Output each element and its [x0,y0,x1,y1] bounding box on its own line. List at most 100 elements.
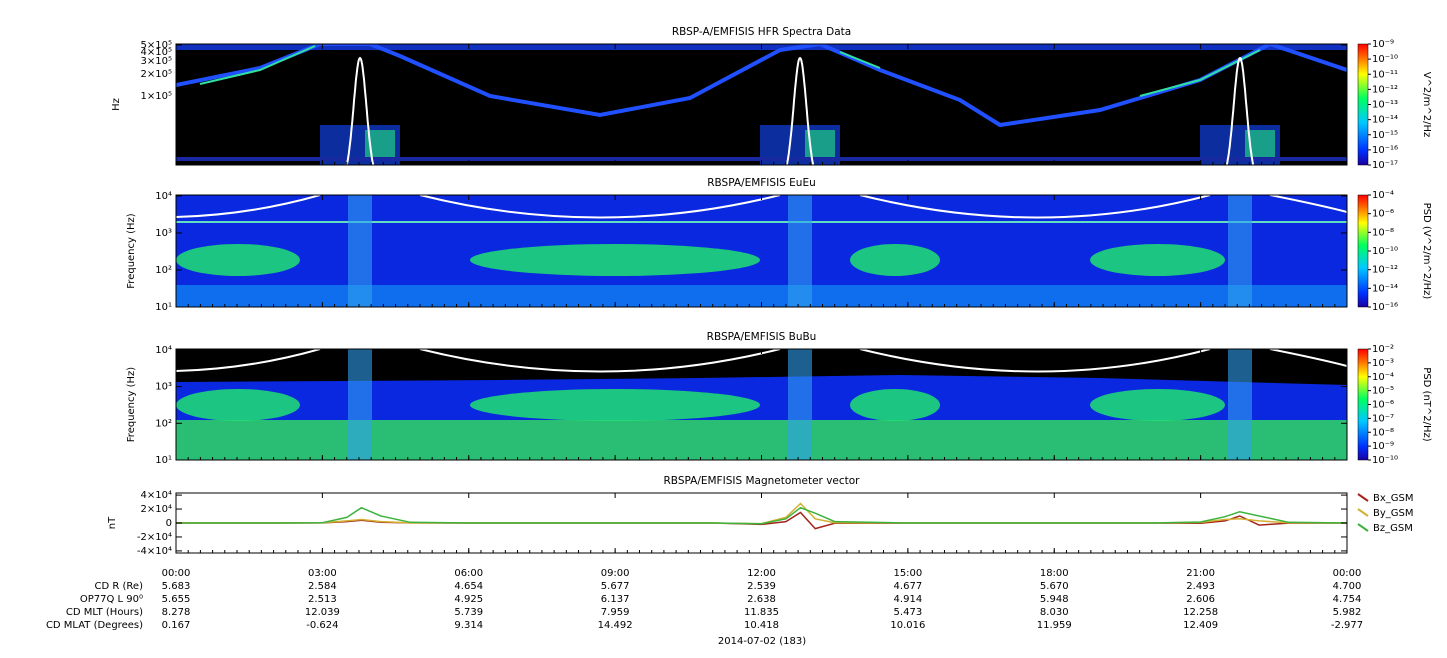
ephemeris-value: 14.492 [598,620,633,631]
chorus-band [470,244,760,276]
emission [348,349,372,460]
cyclotron-curve [345,56,375,165]
ephemeris-value: 5.739 [454,607,483,618]
colorbar-tick-label: 10⁻¹⁶ [1372,302,1398,313]
ephemeris-value: 2.606 [1186,594,1215,605]
x-tick-label: 18:00 [1040,568,1069,579]
ephemeris-value: 11.959 [1037,620,1072,631]
y-tick-label: 10² [155,265,172,276]
colorbar-tick-label: 10⁻¹⁰ [1372,246,1398,257]
colorbar-tick-label: 10⁻¹⁵ [1372,130,1398,141]
colorbar-tick-label: 10⁻¹⁰ [1372,455,1398,466]
dark-region [176,349,1347,385]
ephemeris-value: 5.473 [894,607,923,618]
y-axis-label: Frequency (Hz) [126,367,137,443]
ephemeris-value: 5.670 [1040,581,1069,592]
plasma-line-hi [199,45,1261,97]
colorbar-tick-label: 10⁻¹⁷ [1372,160,1398,171]
x-tick-label: 03:00 [308,568,337,579]
y-tick-label: 10¹ [155,455,172,466]
ephemeris-value: 10.418 [744,620,779,631]
x-tick-label: 12:00 [747,568,776,579]
series-line [176,506,1348,525]
y-axis-label: Frequency (Hz) [126,213,137,289]
chorus-band [850,389,940,421]
cyclotron-curve [1225,56,1255,165]
series-line [176,502,1348,525]
chorus-band [470,389,760,421]
chorus-band [1090,244,1225,276]
ephemeris-label: CD MLAT (Degrees) [46,620,143,631]
ephemeris-value: 2.539 [747,581,776,592]
colorbar-tick-label: 10⁻¹⁰ [1372,54,1398,65]
date-label: 2014-07-02 (183) [718,636,806,647]
ephemeris-value: 2.493 [1186,581,1215,592]
spectrogram-image [176,349,1347,460]
ephemeris-label: CD R (Re) [95,581,144,592]
ephemeris-value: 5.982 [1333,607,1362,618]
y-tick-label: 5×10⁵ [141,40,172,51]
ephemeris-value: 9.314 [454,620,483,631]
cyclotron-curve [785,56,815,165]
y-tick-label: -4×10⁴ [137,546,172,557]
band [176,157,1347,161]
panel-title: RBSPA/EMFISIS BuBu [707,331,817,343]
chorus-band [176,389,300,421]
colorbar-label: PSD (nT^2/Hz) [1421,367,1432,441]
colorbar-tick-label: 10⁻¹⁴ [1372,283,1398,294]
emission [348,195,372,307]
colorbar-label: PSD (V^2/m^2/Hz) [1421,203,1432,300]
y-tick-label: 2×10⁵ [141,69,172,80]
ephemeris-value: 8.030 [1040,607,1069,618]
panel-title: RBSPA/EMFISIS EuEu [707,177,816,189]
panel-title: RBSPA/EMFISIS Magnetometer vector [664,475,861,487]
colorbar [1357,348,1369,461]
colorbar-tick-label: 10⁻¹⁴ [1372,115,1398,126]
legend-swatch [1357,493,1369,502]
ephemeris-value: -0.624 [306,620,338,631]
colorbar-tick-label: 10⁻¹¹ [1372,69,1398,80]
ephemeris-value: 11.835 [744,607,779,618]
ephemeris-value: 2.513 [308,594,337,605]
legend-swatch [1357,523,1369,532]
emission [1228,195,1252,307]
colorbar-tick-label: 10⁻⁴ [1372,372,1394,383]
ephemeris-value: 4.914 [894,594,923,605]
emission [788,349,812,460]
y-tick-label: -2×10⁴ [137,532,172,543]
colorbar-tick-label: 10⁻⁹ [1372,441,1394,452]
colorbar-tick-label: 10⁻⁸ [1372,427,1394,438]
legend-label: Bx_GSM [1373,493,1414,504]
ephemeris-value: 4.677 [894,581,923,592]
colorbar-tick-label: 10⁻³ [1372,358,1394,369]
y-tick-label: 4×10⁴ [141,490,172,501]
ephemeris-value: 5.677 [601,581,630,592]
cyclotron-curve [176,195,1347,219]
colorbar-tick-label: 10⁻¹³ [1372,100,1398,111]
ephemeris-value: 4.754 [1333,594,1362,605]
x-tick-label: 15:00 [893,568,922,579]
cyclotron-curve [176,349,1347,373]
legend-label: By_GSM [1373,508,1414,519]
y-tick-label: 10⁴ [155,345,172,356]
y-tick-label: 10³ [155,382,172,393]
colorbar-tick-label: 10⁻⁹ [1372,39,1394,50]
emission [1228,349,1252,460]
y-tick-label: 2×10⁴ [141,504,172,515]
ephemeris-value: 2.584 [308,581,337,592]
emission [788,195,812,307]
colorbar-label: V^2/m^2/Hz [1421,72,1432,138]
y-tick-label: 4×10⁵ [141,47,172,58]
ephemeris-value: -2.977 [1331,620,1363,631]
ephemeris-value: 0.167 [162,620,191,631]
chorus-band [176,244,300,276]
colorbar-tick-label: 10⁻¹² [1372,265,1398,276]
colorbar-tick-label: 10⁻⁶ [1372,209,1394,220]
spectrogram-image [176,195,1347,307]
y-tick-label: 10⁴ [155,191,172,202]
legend-swatch [1357,508,1369,517]
y-axis-label: Hz [111,98,122,111]
ephemeris-value: 6.137 [601,594,630,605]
y-tick-label: 10¹ [155,302,172,313]
